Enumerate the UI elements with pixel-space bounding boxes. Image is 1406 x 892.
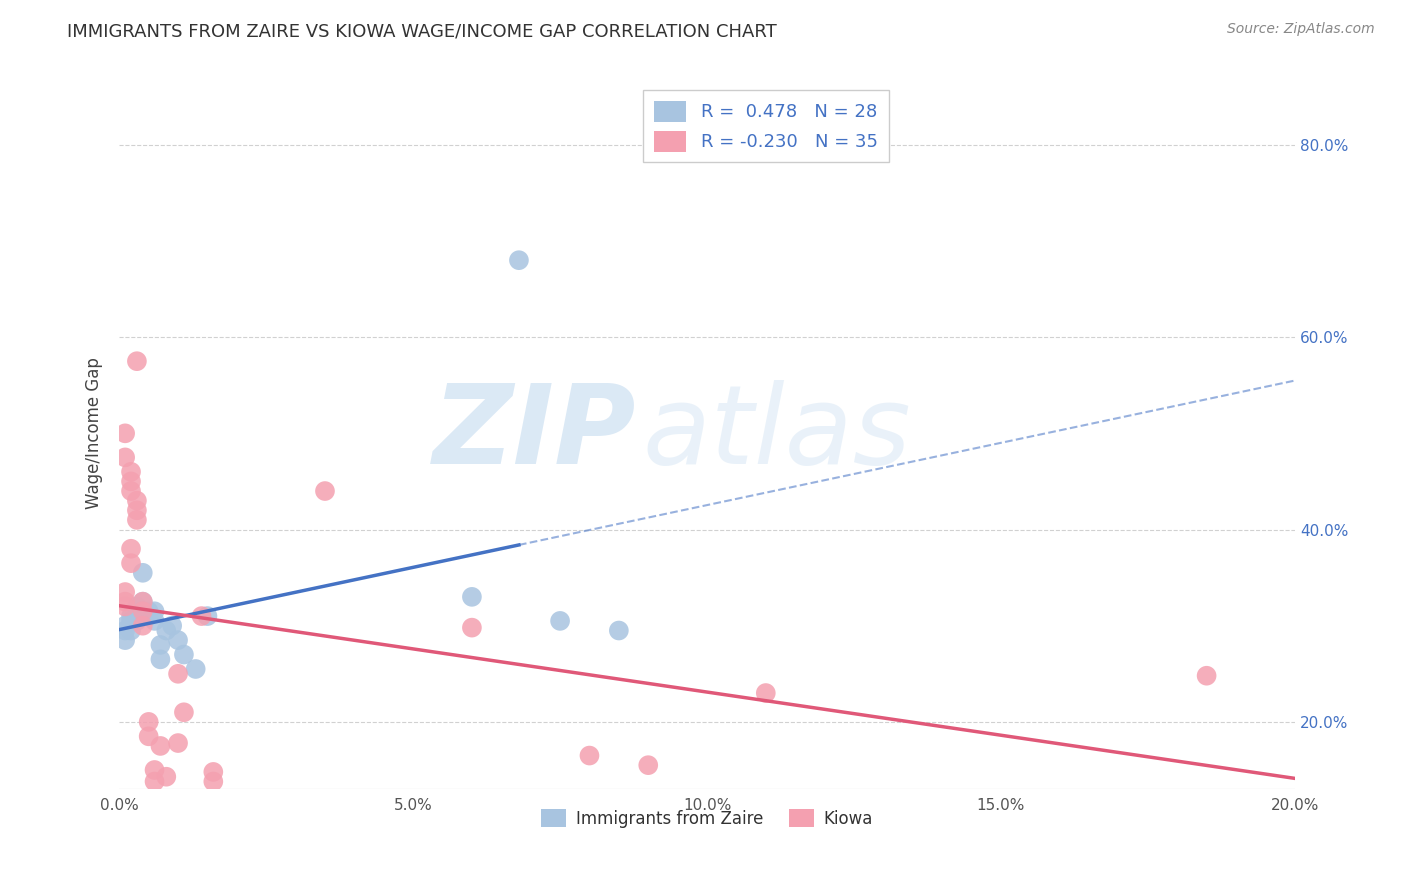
- Point: [132, 595, 155, 609]
- Point: [314, 483, 336, 498]
- Text: ZIP: ZIP: [433, 380, 637, 487]
- Point: [132, 609, 155, 624]
- Point: [120, 541, 142, 556]
- Point: [125, 614, 148, 628]
- Point: [114, 624, 136, 638]
- Point: [143, 614, 166, 628]
- Point: [132, 595, 155, 609]
- Point: [461, 590, 484, 604]
- Point: [138, 604, 160, 618]
- Y-axis label: Wage/Income Gap: Wage/Income Gap: [86, 358, 103, 509]
- Point: [173, 648, 195, 662]
- Text: atlas: atlas: [643, 380, 911, 487]
- Point: [184, 662, 207, 676]
- Point: [1195, 669, 1218, 683]
- Point: [125, 493, 148, 508]
- Point: [173, 706, 195, 720]
- Point: [114, 618, 136, 632]
- Point: [578, 748, 600, 763]
- Point: [167, 736, 190, 750]
- Point: [461, 621, 484, 635]
- Point: [637, 758, 659, 772]
- Point: [125, 513, 148, 527]
- Point: [114, 426, 136, 441]
- Point: [755, 686, 778, 700]
- Point: [114, 599, 136, 614]
- Point: [149, 652, 172, 666]
- Text: IMMIGRANTS FROM ZAIRE VS KIOWA WAGE/INCOME GAP CORRELATION CHART: IMMIGRANTS FROM ZAIRE VS KIOWA WAGE/INCO…: [67, 22, 778, 40]
- Point: [138, 714, 160, 729]
- Point: [190, 609, 212, 624]
- Point: [114, 633, 136, 648]
- Point: [120, 556, 142, 570]
- Point: [132, 618, 155, 632]
- Point: [120, 624, 142, 638]
- Point: [167, 666, 190, 681]
- Point: [143, 763, 166, 777]
- Point: [114, 585, 136, 599]
- Point: [125, 599, 148, 614]
- Text: Source: ZipAtlas.com: Source: ZipAtlas.com: [1227, 22, 1375, 37]
- Point: [548, 614, 571, 628]
- Point: [508, 253, 530, 268]
- Point: [149, 638, 172, 652]
- Point: [120, 465, 142, 479]
- Point: [155, 770, 177, 784]
- Point: [114, 595, 136, 609]
- Point: [138, 729, 160, 743]
- Point: [160, 618, 183, 632]
- Point: [167, 633, 190, 648]
- Point: [155, 624, 177, 638]
- Point: [138, 609, 160, 624]
- Point: [125, 609, 148, 624]
- Point: [607, 624, 630, 638]
- Legend: Immigrants from Zaire, Kiowa: Immigrants from Zaire, Kiowa: [534, 803, 880, 834]
- Point: [149, 739, 172, 753]
- Point: [132, 604, 155, 618]
- Point: [120, 483, 142, 498]
- Point: [202, 774, 225, 789]
- Point: [132, 566, 155, 580]
- Point: [120, 609, 142, 624]
- Point: [120, 614, 142, 628]
- Point: [143, 774, 166, 789]
- Point: [202, 764, 225, 779]
- Point: [120, 475, 142, 489]
- Point: [143, 604, 166, 618]
- Point: [125, 354, 148, 368]
- Point: [197, 609, 219, 624]
- Point: [114, 450, 136, 465]
- Point: [125, 503, 148, 517]
